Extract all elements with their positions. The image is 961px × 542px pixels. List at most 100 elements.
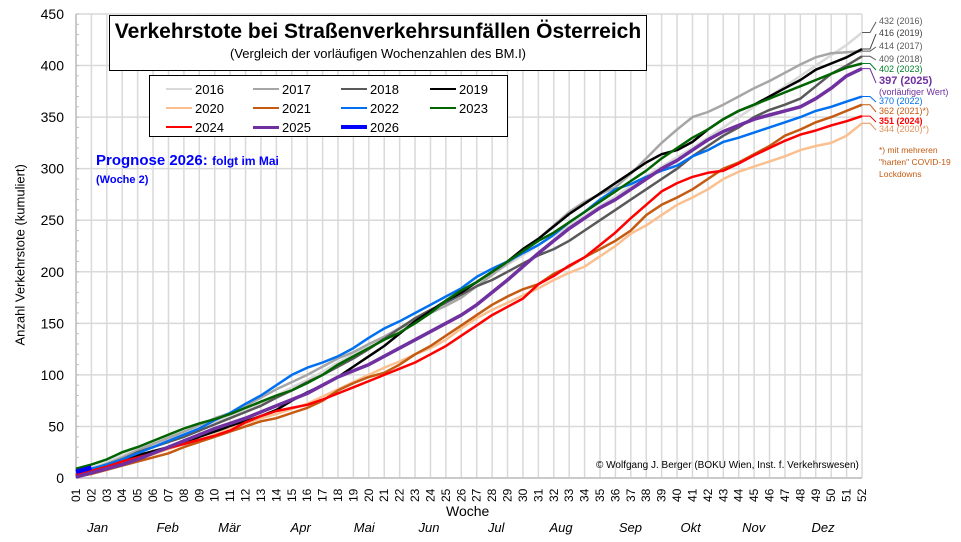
x-tick-label: 46 xyxy=(763,488,777,502)
legend-label: 2018 xyxy=(370,81,399,97)
legend-swatch xyxy=(253,88,279,90)
legend-item-2026: 2026 xyxy=(341,118,399,136)
x-tick-label: 34 xyxy=(578,488,592,502)
x-tick-label: 43 xyxy=(716,488,730,502)
legend-swatch xyxy=(253,107,279,109)
x-tick-label: 24 xyxy=(423,488,437,502)
x-tick-label: 04 xyxy=(115,488,129,502)
end-value-label: (vorläufiger Wert) xyxy=(879,87,949,97)
end-value-label: 432 (2016) xyxy=(879,16,923,26)
legend-label: 2025 xyxy=(282,119,311,135)
x-tick-label: 21 xyxy=(377,488,391,502)
legend-label: 2026 xyxy=(370,119,399,135)
end-value-label: 370 (2022) xyxy=(879,96,923,106)
end-value-label: 351 (2024) xyxy=(879,116,923,126)
legend-swatch xyxy=(166,107,192,109)
legend-item-2025: 2025 xyxy=(253,118,311,136)
y-tick-label: 350 xyxy=(41,109,65,125)
legend-swatch xyxy=(253,125,279,129)
prognose-annotation: Prognose 2026: folgt im Mai xyxy=(96,152,279,170)
x-tick-label: 44 xyxy=(732,488,746,502)
legend-label: 2016 xyxy=(195,81,224,97)
x-tick-label: 16 xyxy=(300,488,314,502)
x-tick-label: 07 xyxy=(161,488,175,502)
x-tick-label: 35 xyxy=(593,488,607,502)
end-label-connector xyxy=(862,46,877,52)
y-tick-label: 0 xyxy=(56,470,64,486)
end-label-connector xyxy=(862,104,877,113)
x-tick-label: 13 xyxy=(254,488,268,502)
end-value-label: 402 (2023) xyxy=(879,64,923,74)
x-tick-label: 48 xyxy=(793,488,807,502)
y-tick-label: 100 xyxy=(41,367,65,383)
end-value-label: 397 (2025) xyxy=(879,75,933,87)
legend-swatch xyxy=(341,88,367,90)
x-axis-label: Woche xyxy=(446,503,490,519)
copyright-note: © Wolfgang J. Berger (BOKU Wien, Inst. f… xyxy=(596,460,859,471)
legend-label: 2017 xyxy=(282,81,311,97)
y-axis-label: Anzahl Verkehrstote (kumuliert) xyxy=(12,164,28,346)
prognose-week: (Woche 2) xyxy=(96,174,149,186)
prognose-note: folgt im Mai xyxy=(212,154,279,168)
x-tick-label: 06 xyxy=(146,488,160,502)
end-value-label: 414 (2017) xyxy=(879,41,923,51)
legend-item-2024: 2024 xyxy=(166,118,224,136)
legend-label: 2021 xyxy=(282,100,311,116)
x-tick-label: 18 xyxy=(331,488,345,502)
legend-swatch xyxy=(166,126,192,128)
x-tick-label: 39 xyxy=(655,488,669,502)
x-tick-label: 38 xyxy=(639,488,653,502)
y-tick-label: 450 xyxy=(41,6,65,22)
x-tick-label: 42 xyxy=(701,488,715,502)
x-tick-label: 41 xyxy=(685,488,699,502)
x-tick-label: 45 xyxy=(747,488,761,502)
month-label: Mär xyxy=(218,520,241,535)
end-value-label: 344 (2020)*) xyxy=(879,124,930,134)
legend-label: 2019 xyxy=(459,81,488,97)
month-label: Aug xyxy=(549,520,573,535)
x-tick-label: 20 xyxy=(362,488,376,502)
legend-item-2017: 2017 xyxy=(253,80,311,98)
covid-footnote: *) mit mehreren "harten" COVID-19 Lockdo… xyxy=(879,145,951,179)
series-line-2025 xyxy=(75,67,863,479)
x-tick-label: 32 xyxy=(547,488,561,502)
legend-item-2020: 2020 xyxy=(166,99,224,117)
x-tick-label: 33 xyxy=(562,488,576,502)
series-line-2022 xyxy=(75,95,863,474)
x-tick-label: 50 xyxy=(824,488,838,502)
x-tick-label: 28 xyxy=(485,488,499,502)
month-label: Okt xyxy=(680,520,701,535)
legend-swatch xyxy=(166,88,192,90)
x-tick-label: 11 xyxy=(223,489,237,502)
legend-label: 2024 xyxy=(195,119,224,135)
x-tick-label: 52 xyxy=(855,488,869,502)
y-tick-label: 50 xyxy=(48,418,64,434)
x-tick-label: 05 xyxy=(131,488,145,502)
legend-swatch xyxy=(341,125,367,129)
x-tick-label: 19 xyxy=(346,488,360,502)
legend-item-2022: 2022 xyxy=(341,99,399,117)
legend-swatch xyxy=(341,107,367,109)
title-box: Verkehrstote bei Straßenverkehrsunfällen… xyxy=(109,15,647,71)
end-label-connector xyxy=(862,33,877,50)
legend-label: 2023 xyxy=(459,100,488,116)
month-label: Jan xyxy=(87,520,109,535)
y-tick-label: 400 xyxy=(41,58,65,74)
x-tick-label: 49 xyxy=(809,488,823,502)
chart-title: Verkehrstote bei Straßenverkehrsunfällen… xyxy=(114,20,642,43)
y-tick-label: 300 xyxy=(41,161,65,177)
x-tick-label: 29 xyxy=(501,488,515,502)
x-tick-label: 27 xyxy=(470,488,484,502)
x-tick-label: 23 xyxy=(408,488,422,502)
chart-subtitle: (Vergleich der vorläufigen Wochenzahlen … xyxy=(229,46,527,61)
x-tick-label: 09 xyxy=(192,488,206,502)
legend: 2016 2017 2018 2019 2020 2021 2022 2023 2024 2025… xyxy=(149,75,508,137)
x-tick-label: 36 xyxy=(608,488,622,502)
y-tick-label: 150 xyxy=(41,315,65,331)
legend-label: 2020 xyxy=(195,100,224,116)
legend-item-2018: 2018 xyxy=(341,80,399,98)
y-tick-label: 250 xyxy=(41,212,65,228)
end-value-label: 416 (2019) xyxy=(879,28,923,38)
x-tick-label: 17 xyxy=(316,488,330,502)
legend-item-2016: 2016 xyxy=(166,80,224,98)
